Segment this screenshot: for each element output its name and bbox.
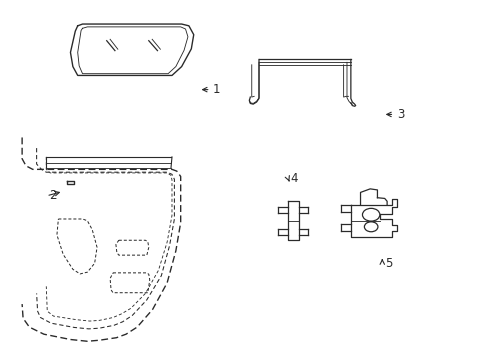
Text: 4: 4 bbox=[290, 172, 297, 185]
Text: 3: 3 bbox=[396, 108, 404, 121]
Text: 5: 5 bbox=[384, 257, 391, 270]
Text: 1: 1 bbox=[213, 83, 220, 96]
Text: 2: 2 bbox=[49, 189, 56, 202]
